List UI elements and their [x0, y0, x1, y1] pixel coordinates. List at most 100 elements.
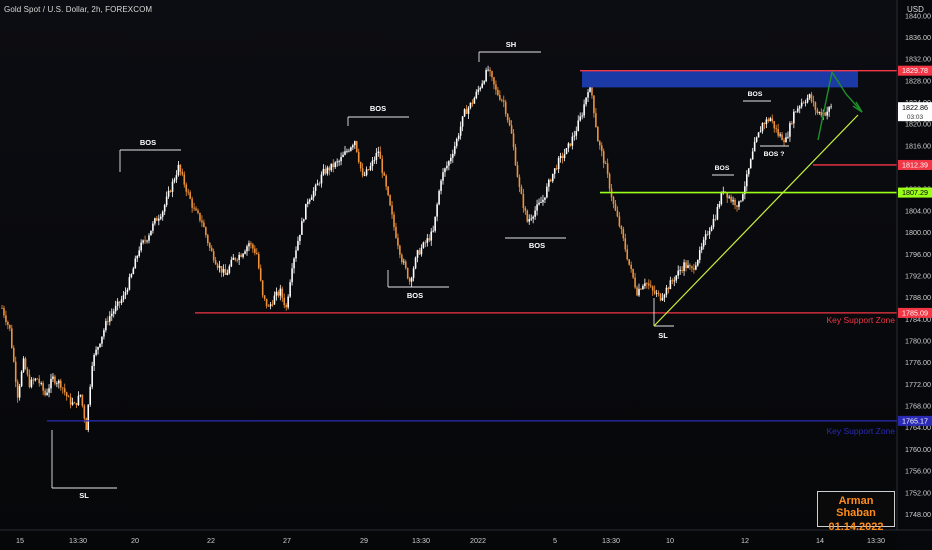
- candle-body: [524, 208, 527, 211]
- candle-body: [510, 125, 513, 134]
- candle-body: [726, 192, 728, 198]
- candle-body: [775, 128, 777, 130]
- candle-body: [203, 222, 205, 228]
- candle-body: [148, 235, 150, 241]
- candle-body: [109, 316, 111, 322]
- candle-body: [187, 191, 189, 193]
- candle-body: [450, 157, 452, 162]
- candle-body: [22, 358, 25, 372]
- candle-body: [306, 201, 309, 204]
- candle-body: [761, 123, 764, 132]
- candle-body: [367, 169, 370, 171]
- candle-body: [808, 94, 811, 98]
- candle-body: [675, 275, 678, 281]
- candle-body: [530, 218, 532, 220]
- author-name: Arman Shaban: [836, 495, 876, 519]
- candle-body: [79, 394, 82, 396]
- candle-body: [436, 204, 438, 217]
- price-tick-label: 1828.00: [905, 76, 931, 85]
- candle-body: [622, 229, 625, 239]
- candle-body: [99, 343, 101, 347]
- candle-body: [649, 285, 652, 287]
- candle-body: [587, 92, 589, 98]
- price-tick-label: 1788.00: [905, 293, 931, 302]
- candle-body: [395, 226, 397, 238]
- candle-body: [720, 192, 723, 205]
- candle-body: [375, 152, 378, 161]
- candle-body: [738, 201, 740, 207]
- candle-body: [542, 199, 544, 203]
- candle-body: [830, 106, 832, 108]
- candle-body: [514, 147, 517, 166]
- candle-body: [138, 250, 140, 256]
- candle-body: [218, 266, 221, 268]
- candle-body: [712, 219, 715, 227]
- candle-body: [683, 262, 685, 272]
- current-price-countdown: 03:03: [907, 114, 924, 121]
- key-support-blue-label: Key Support Zone: [826, 426, 895, 436]
- candle-body: [416, 250, 419, 258]
- candle-body: [38, 378, 41, 384]
- candle-body: [406, 268, 409, 279]
- candle-body: [181, 171, 184, 175]
- candle-body: [250, 243, 252, 245]
- candle-body: [101, 336, 103, 344]
- candle-body: [434, 216, 436, 231]
- currency-label[interactable]: USD: [907, 5, 924, 14]
- candle-body: [479, 87, 482, 90]
- candle-body: [422, 242, 425, 248]
- candle-body: [175, 175, 178, 180]
- candle-body: [279, 288, 282, 296]
- candle-body: [136, 255, 139, 259]
- candle-body: [773, 121, 776, 129]
- candle-body: [18, 386, 21, 398]
- candle-body: [812, 101, 815, 103]
- candle-body: [214, 260, 217, 265]
- candle-body: [828, 107, 830, 112]
- candle-body: [54, 376, 56, 384]
- candle-body: [630, 264, 632, 269]
- candle-body: [56, 383, 58, 385]
- candle-body: [3, 308, 5, 316]
- candle-body: [116, 301, 119, 306]
- price-tick-label: 1772.00: [905, 380, 931, 389]
- current-price-label: 1822.86: [902, 103, 928, 112]
- candle-body: [491, 71, 493, 78]
- candle-body: [648, 283, 650, 286]
- candle-body: [755, 137, 758, 142]
- candle-body: [783, 140, 785, 143]
- candle-body: [634, 277, 636, 288]
- candle-body: [283, 297, 286, 306]
- candle-body: [275, 291, 278, 296]
- candle-body: [567, 143, 570, 149]
- candle-body: [332, 163, 335, 168]
- bos-label: BOS: [407, 291, 423, 300]
- candle-body: [716, 207, 719, 220]
- time-tick-label: 22: [207, 536, 215, 545]
- candle-body: [653, 290, 656, 294]
- candle-body: [60, 380, 62, 388]
- bos-label: BOS: [748, 91, 763, 98]
- candle-body: [310, 197, 313, 200]
- current-price-bg: [898, 102, 932, 122]
- candle-body: [163, 205, 166, 212]
- candle-body: [628, 259, 630, 265]
- candle-body: [169, 190, 172, 192]
- candle-body: [789, 123, 791, 137]
- symbol-title[interactable]: Gold Spot / U.S. Dollar, 2h, FOREXCOM: [4, 5, 153, 14]
- projection-arrowhead: [852, 101, 863, 113]
- candle-body: [638, 288, 640, 296]
- price-tick-label: 1820.00: [905, 120, 931, 129]
- candle-body: [698, 250, 701, 260]
- candle-body: [751, 151, 754, 160]
- candle-body: [677, 270, 679, 276]
- price-tick-label: 1768.00: [905, 402, 931, 411]
- candle-body: [401, 254, 403, 263]
- candle-body: [173, 179, 176, 182]
- candle-body: [87, 404, 90, 430]
- candle-body: [26, 369, 29, 375]
- candle-body: [483, 81, 485, 84]
- candle-body: [146, 240, 148, 242]
